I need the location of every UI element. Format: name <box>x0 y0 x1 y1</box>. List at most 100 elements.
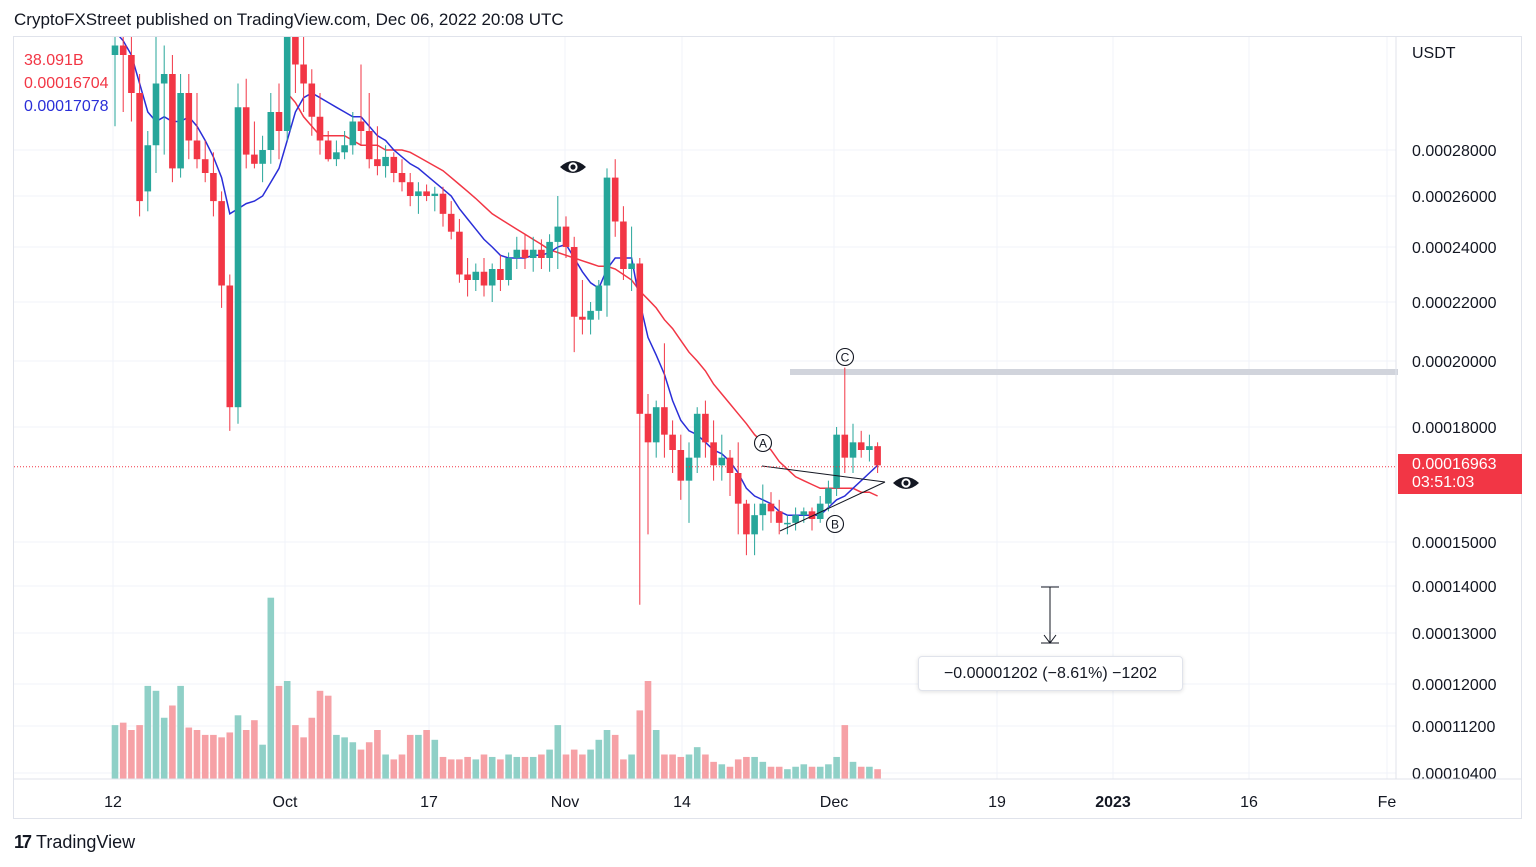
candle-11 <box>201 140 209 183</box>
candle-body <box>661 407 668 435</box>
candle-31 <box>365 93 373 169</box>
candle-body <box>538 249 545 258</box>
volume-bar-91 <box>857 766 865 779</box>
candle-body <box>497 269 504 280</box>
candle-78 <box>751 503 758 556</box>
candle-19 <box>267 93 275 164</box>
volume-bar-30 <box>357 749 365 779</box>
brand-name: TradingView <box>36 832 136 852</box>
candle-body <box>636 263 644 414</box>
time-tick-9: Fe <box>1378 794 1397 811</box>
candle-59 <box>595 280 603 320</box>
candle-body <box>185 93 193 141</box>
candle-body <box>160 74 168 84</box>
candle-91 <box>857 430 865 458</box>
candle-67 <box>661 343 668 458</box>
candle-49 <box>513 236 521 269</box>
candle-body <box>800 511 808 516</box>
candle-body <box>488 269 496 286</box>
candle-70 <box>685 442 693 523</box>
candle-51 <box>529 236 537 272</box>
candle-7 <box>169 55 176 183</box>
volume-bar-38 <box>423 730 430 779</box>
volume-bar-2 <box>128 730 135 779</box>
tradingview-brand[interactable]: 17 TradingView <box>14 832 135 853</box>
candle-66 <box>652 400 660 458</box>
candle-body <box>652 407 660 443</box>
ma-blue-path <box>118 37 879 516</box>
candle-28 <box>341 131 348 160</box>
current-price-value: 0.00016963 <box>1412 456 1497 473</box>
candle-76 <box>734 442 742 535</box>
volume-bar-12 <box>210 734 217 779</box>
candle-81 <box>775 499 783 535</box>
volume-bar-7 <box>169 705 176 779</box>
candle-body <box>119 45 127 55</box>
candle-body <box>841 434 849 458</box>
candle-body <box>554 226 562 242</box>
volume-bar-14 <box>226 732 234 779</box>
candle-80 <box>767 492 775 523</box>
candle-body <box>620 221 627 269</box>
candle-body <box>628 263 635 269</box>
price-tick-11: 0.00010400 <box>1412 766 1497 783</box>
candle-37 <box>415 182 422 214</box>
candle-86 <box>816 496 824 523</box>
candle-82 <box>784 515 791 535</box>
volume-bar-61 <box>611 734 619 779</box>
candle-34 <box>390 152 398 183</box>
volume-bar-19 <box>267 597 275 779</box>
chart-frame[interactable] <box>13 36 1522 819</box>
time-tick-0: 12 <box>104 794 122 811</box>
grid-lines <box>14 37 1396 779</box>
volume-bar-5 <box>152 690 160 779</box>
candle-23 <box>300 37 307 112</box>
candle-32 <box>374 126 381 176</box>
candle-body <box>775 511 783 523</box>
volume-bars <box>111 597 881 779</box>
eye-icon <box>560 161 586 173</box>
candle-body <box>308 83 316 117</box>
volume-bar-60 <box>603 730 611 779</box>
volume-bar-41 <box>447 759 455 779</box>
wave-label-c: C <box>835 347 855 367</box>
time-tick-5: Dec <box>820 794 848 811</box>
candle-17 <box>251 121 258 169</box>
candle-body <box>710 442 717 466</box>
price-tick-2: 0.00024000 <box>1412 240 1497 257</box>
candle-30 <box>357 64 365 146</box>
candle-body <box>472 271 480 280</box>
candle-body <box>283 37 291 131</box>
volume-bar-70 <box>685 754 693 779</box>
volume-bar-71 <box>693 747 701 779</box>
volume-bar-73 <box>710 761 717 779</box>
volume-bar-69 <box>677 756 685 779</box>
candle-41 <box>447 201 455 240</box>
time-tick-8: 16 <box>1240 794 1258 811</box>
volume-bar-86 <box>816 766 824 779</box>
candle-body <box>341 145 348 153</box>
volume-bar-89 <box>841 725 849 779</box>
candle-43 <box>464 258 471 297</box>
candle-40 <box>439 186 447 227</box>
candle-body <box>611 177 619 222</box>
volume-bar-63 <box>628 754 635 779</box>
candle-74 <box>718 434 726 481</box>
candle-body <box>529 249 537 258</box>
volume-bar-47 <box>497 759 504 779</box>
volume-bar-18 <box>259 744 266 779</box>
candle-52 <box>538 239 545 269</box>
time-tick-6: 19 <box>988 794 1006 811</box>
volume-bar-4 <box>144 685 152 779</box>
candle-73 <box>710 420 717 481</box>
candle-26 <box>324 131 332 162</box>
candle-body <box>693 413 701 458</box>
triangle-lower <box>779 481 886 532</box>
candle-body <box>242 107 250 155</box>
time-tick-4: 14 <box>673 794 691 811</box>
candle-body <box>866 446 873 450</box>
candle-45 <box>480 258 488 297</box>
ma-blue-line <box>118 37 879 516</box>
volume-bar-82 <box>784 769 791 779</box>
